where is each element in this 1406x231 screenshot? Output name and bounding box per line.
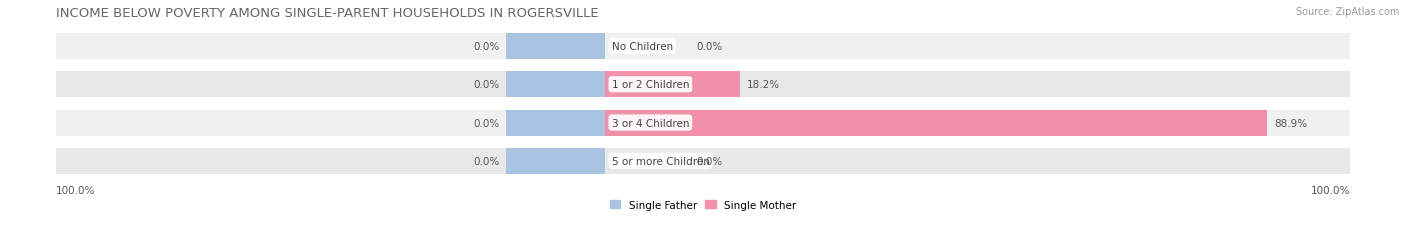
Bar — [56, 34, 1350, 60]
Bar — [56, 110, 1350, 136]
Text: 0.0%: 0.0% — [472, 118, 499, 128]
Bar — [605, 72, 740, 98]
Legend: Single Father, Single Mother: Single Father, Single Mother — [606, 196, 800, 214]
Text: 5 or more Children: 5 or more Children — [612, 156, 710, 166]
Text: 100.0%: 100.0% — [1310, 185, 1350, 195]
Text: 3 or 4 Children: 3 or 4 Children — [612, 118, 689, 128]
Bar — [506, 148, 605, 174]
Text: INCOME BELOW POVERTY AMONG SINGLE-PARENT HOUSEHOLDS IN ROGERSVILLE: INCOME BELOW POVERTY AMONG SINGLE-PARENT… — [56, 7, 599, 20]
Text: 1 or 2 Children: 1 or 2 Children — [612, 80, 689, 90]
Bar — [506, 72, 605, 98]
Text: 0.0%: 0.0% — [472, 42, 499, 52]
Bar — [506, 34, 605, 60]
Text: 100.0%: 100.0% — [56, 185, 96, 195]
Text: 0.0%: 0.0% — [472, 80, 499, 90]
Text: 0.0%: 0.0% — [696, 156, 723, 166]
Bar — [605, 110, 1267, 136]
Text: 0.0%: 0.0% — [472, 156, 499, 166]
Bar — [56, 72, 1350, 98]
Text: Source: ZipAtlas.com: Source: ZipAtlas.com — [1295, 7, 1399, 17]
Text: No Children: No Children — [612, 42, 672, 52]
Bar — [506, 110, 605, 136]
Text: 0.0%: 0.0% — [696, 42, 723, 52]
Text: 88.9%: 88.9% — [1274, 118, 1308, 128]
Text: 18.2%: 18.2% — [747, 80, 780, 90]
Bar — [56, 148, 1350, 174]
